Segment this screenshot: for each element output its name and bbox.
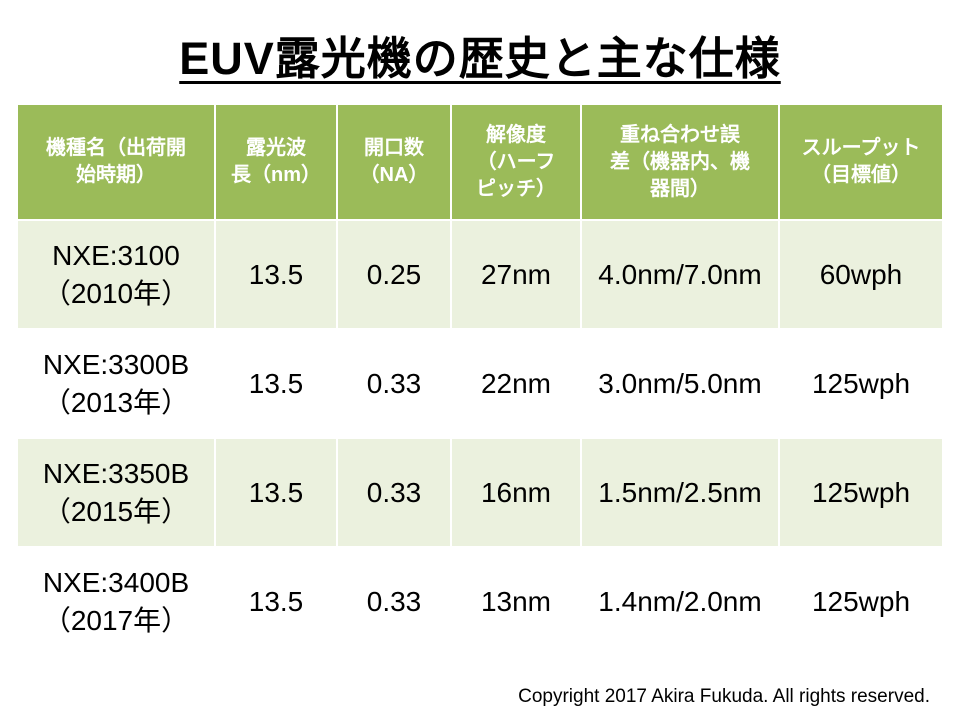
cell-overlay: 4.0nm/7.0nm: [582, 221, 778, 328]
cell-throughput: 125wph: [780, 439, 942, 546]
cell-wavelength: 13.5: [216, 330, 336, 437]
table-header-row: 機種名（出荷開 始時期） 露光波 長（nm） 開口数 （NA） 解像度 （ハーフ…: [18, 105, 942, 219]
cell-model: NXE:3300B （2013年）: [18, 330, 214, 437]
table-row: NXE:3350B （2015年） 13.5 0.33 16nm 1.5nm/2…: [18, 439, 942, 546]
cell-throughput: 125wph: [780, 330, 942, 437]
page-title: EUV露光機の歴史と主な仕様: [179, 33, 781, 84]
cell-wavelength: 13.5: [216, 548, 336, 655]
table-row: NXE:3400B （2017年） 13.5 0.33 13nm 1.4nm/2…: [18, 548, 942, 655]
cell-resolution: 22nm: [452, 330, 580, 437]
cell-na: 0.33: [338, 439, 450, 546]
column-header-overlay: 重ね合わせ誤 差（機器内、機 器間）: [582, 105, 778, 219]
cell-wavelength: 13.5: [216, 221, 336, 328]
table-row: NXE:3300B （2013年） 13.5 0.33 22nm 3.0nm/5…: [18, 330, 942, 437]
cell-na: 0.33: [338, 330, 450, 437]
column-header-resolution: 解像度 （ハーフ ピッチ）: [452, 105, 580, 219]
cell-model: NXE:3400B （2017年）: [18, 548, 214, 655]
cell-na: 0.25: [338, 221, 450, 328]
cell-resolution: 27nm: [452, 221, 580, 328]
cell-overlay: 1.5nm/2.5nm: [582, 439, 778, 546]
table-row: NXE:3100 （2010年） 13.5 0.25 27nm 4.0nm/7.…: [18, 221, 942, 328]
column-header-model: 機種名（出荷開 始時期）: [18, 105, 214, 219]
cell-model: NXE:3100 （2010年）: [18, 221, 214, 328]
column-header-wavelength: 露光波 長（nm）: [216, 105, 336, 219]
cell-na: 0.33: [338, 548, 450, 655]
cell-resolution: 16nm: [452, 439, 580, 546]
cell-overlay: 1.4nm/2.0nm: [582, 548, 778, 655]
copyright-text: Copyright 2017 Akira Fukuda. All rights …: [518, 686, 930, 707]
column-header-throughput: スループット （目標値）: [780, 105, 942, 219]
column-header-na: 開口数 （NA）: [338, 105, 450, 219]
cell-wavelength: 13.5: [216, 439, 336, 546]
cell-model: NXE:3350B （2015年）: [18, 439, 214, 546]
cell-throughput: 125wph: [780, 548, 942, 655]
cell-throughput: 60wph: [780, 221, 942, 328]
spec-table: 機種名（出荷開 始時期） 露光波 長（nm） 開口数 （NA） 解像度 （ハーフ…: [16, 103, 944, 657]
cell-overlay: 3.0nm/5.0nm: [582, 330, 778, 437]
cell-resolution: 13nm: [452, 548, 580, 655]
